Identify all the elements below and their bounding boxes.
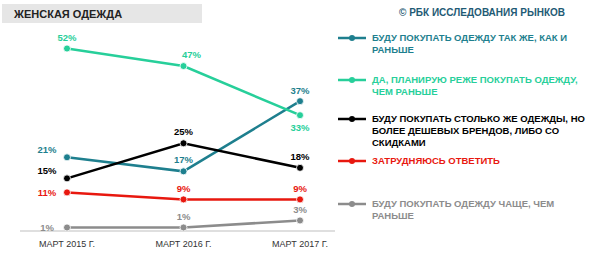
data-label: 9% <box>177 183 191 194</box>
legend-label: БУДУ ПОКУПАТЬ ОДЕЖДУ ЧАЩЕ, ЧЕМ РАНЬШЕ <box>372 198 590 222</box>
data-label: 15% <box>37 165 57 176</box>
data-labels: 21% 17% 37% 52% 47% 33% 15% 25% 18% 11% 9% 9% 1% 1% 3% <box>37 32 310 234</box>
chart-root: ЖЕНСКАЯ ОДЕЖДА © РБК ИССЛЕДОВАНИЯ РЫНКОВ М… <box>0 0 598 260</box>
data-label: 3% <box>293 204 307 215</box>
point <box>297 196 304 203</box>
data-label: 52% <box>57 32 77 43</box>
point <box>64 154 71 161</box>
legend-marker <box>349 35 355 41</box>
series-line <box>67 49 300 116</box>
data-label: 47% <box>182 49 202 60</box>
title-box <box>2 4 202 23</box>
point <box>297 98 304 105</box>
point <box>297 164 304 171</box>
data-label: 17% <box>174 154 194 165</box>
data-label: 11% <box>38 187 57 198</box>
legend-marker <box>349 158 355 164</box>
series-line <box>67 143 300 178</box>
legend-label: БУДУ ПОКУПАТЬ ОДЕЖДУ ТАК ЖЕ, КАК И РАНЬШ… <box>372 32 590 56</box>
point <box>297 112 304 119</box>
subtitle: © РБК ИССЛЕДОВАНИЯ РЫНКОВ <box>399 7 565 18</box>
data-label: 21% <box>37 144 57 155</box>
point <box>180 196 187 203</box>
legend-label: ЗАТРУДНЯЮСЬ ОТВЕТИТЬ <box>372 155 590 167</box>
x-tick-label: МАРТ 2017 Г. <box>272 239 328 249</box>
legend-label: БУДУ ПОКУПАТЬ СТОЛЬКО ЖЕ ОДЕЖДЫ, НО БОЛЕ… <box>372 113 590 149</box>
point <box>297 217 304 224</box>
point <box>64 189 71 196</box>
data-label: 25% <box>174 126 194 137</box>
legend-marker <box>349 77 355 83</box>
data-label: 1% <box>177 211 191 222</box>
data-label: 18% <box>290 151 310 162</box>
legend-marker <box>349 201 355 207</box>
data-label: 37% <box>290 85 310 96</box>
legend-label: ДА, ПЛАНИРУЮ РЕЖЕ ПОКУПАТЬ ОДЕЖДУ, ЧЕМ Р… <box>372 74 590 98</box>
data-label: 1% <box>40 222 54 233</box>
point <box>180 63 187 70</box>
plot-area <box>64 45 304 231</box>
point <box>64 45 71 52</box>
point <box>64 175 71 182</box>
data-label: 33% <box>290 122 310 133</box>
legend-marker <box>349 116 355 122</box>
x-tick-label: МАРТ 2016 Г. <box>156 239 212 249</box>
title: ЖЕНСКАЯ ОДЕЖДА <box>13 8 122 20</box>
point <box>180 168 187 175</box>
x-tick-label: МАРТ 2015 Г. <box>39 239 95 249</box>
data-label: 9% <box>293 183 307 194</box>
point <box>180 224 187 231</box>
point <box>180 140 187 147</box>
point <box>64 224 71 231</box>
